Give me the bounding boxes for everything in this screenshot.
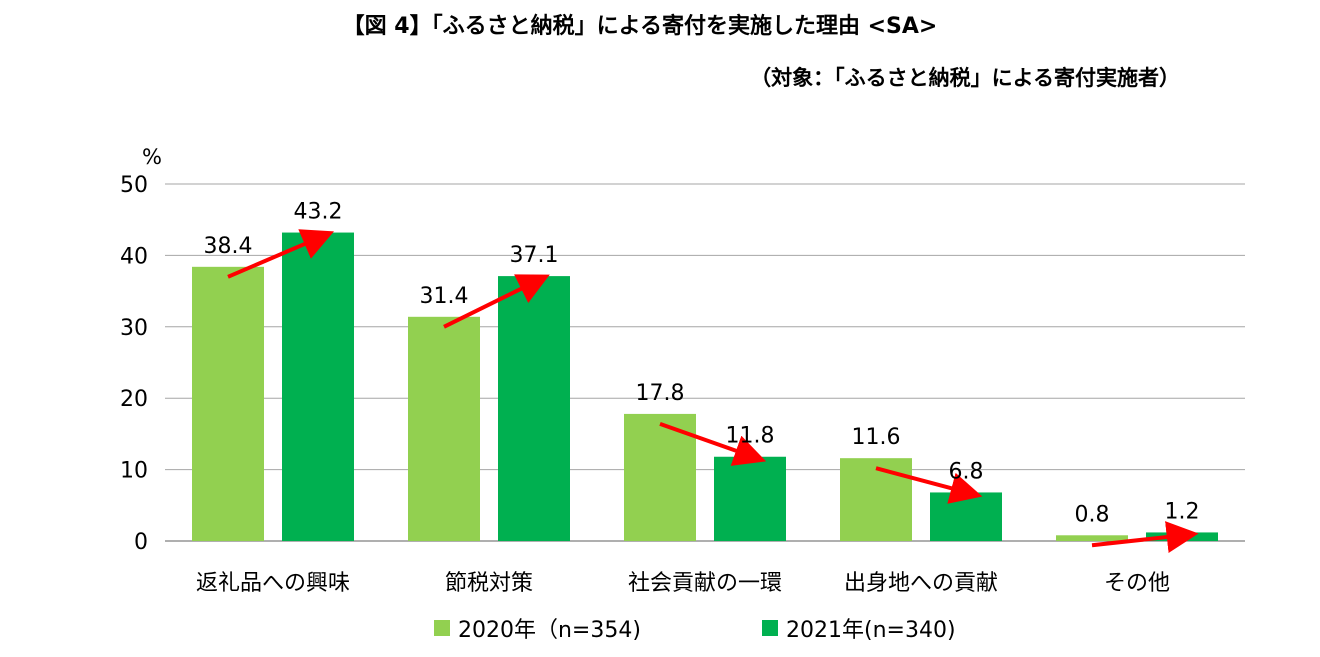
y-tick-label: 0 <box>134 530 148 555</box>
y-axis: 0 10 20 30 40 50 <box>120 173 148 555</box>
bar-2020 <box>408 316 480 541</box>
data-label: 0.8 <box>1075 502 1110 527</box>
data-labels: 38.4 43.2 31.4 37.1 17.8 11.8 11.6 6.8 0.8 1.2 <box>204 200 1200 528</box>
data-label: 6.8 <box>949 459 984 484</box>
y-tick-label: 40 <box>120 244 148 269</box>
y-unit-label: % <box>142 145 162 169</box>
trend-arrow <box>227 229 334 279</box>
data-label: 43.2 <box>294 200 343 225</box>
bar-2021 <box>714 456 786 541</box>
data-label: 37.1 <box>510 243 559 268</box>
legend-2020-swatch <box>434 620 450 636</box>
chart-title: 【図 4】「ふるさと納税」による寄付を実施した理由 <SA> <box>342 14 938 39</box>
category-label: その他 <box>1104 571 1170 596</box>
legend-2021-label: 2021年(n=340) <box>786 618 956 643</box>
y-tick-label: 20 <box>120 387 148 412</box>
legend-2021-swatch <box>762 620 778 636</box>
legend: 2020年（n=354) 2021年(n=340) <box>434 618 956 643</box>
trend-arrow <box>659 422 767 466</box>
legend-2020-label: 2020年（n=354) <box>458 618 641 643</box>
y-tick-label: 30 <box>120 316 148 341</box>
data-label: 38.4 <box>204 234 253 259</box>
trend-arrows <box>227 229 1199 553</box>
bar-2020 <box>840 458 912 541</box>
category-label: 節税対策 <box>445 571 533 596</box>
bars <box>192 232 1218 541</box>
category-labels: 返礼品への興味 節税対策 社会貢献の一環 出身地への貢献 その他 <box>196 571 1170 596</box>
y-tick-label: 10 <box>120 459 148 484</box>
trend-arrow <box>1091 521 1199 553</box>
trend-arrow <box>875 466 983 504</box>
data-label: 1.2 <box>1165 499 1200 524</box>
category-label: 返礼品への興味 <box>196 571 350 596</box>
bar-2020 <box>624 413 696 541</box>
trend-arrow <box>443 274 550 329</box>
bar-2020 <box>192 266 264 541</box>
chart-subtitle: （対象：「ふるさと納税」による寄付実施者） <box>750 66 1180 90</box>
bar-2021 <box>498 276 570 541</box>
data-label: 11.8 <box>726 424 775 449</box>
bar-2021 <box>282 232 354 541</box>
y-tick-label: 50 <box>120 173 148 198</box>
bar-2020 <box>1056 535 1128 541</box>
bar-2021 <box>930 492 1002 541</box>
data-label: 31.4 <box>420 284 469 309</box>
data-label: 11.6 <box>852 425 901 450</box>
category-label: 出身地への貢献 <box>844 571 998 596</box>
category-label: 社会貢献の一環 <box>628 571 782 596</box>
data-label: 17.8 <box>636 381 685 406</box>
